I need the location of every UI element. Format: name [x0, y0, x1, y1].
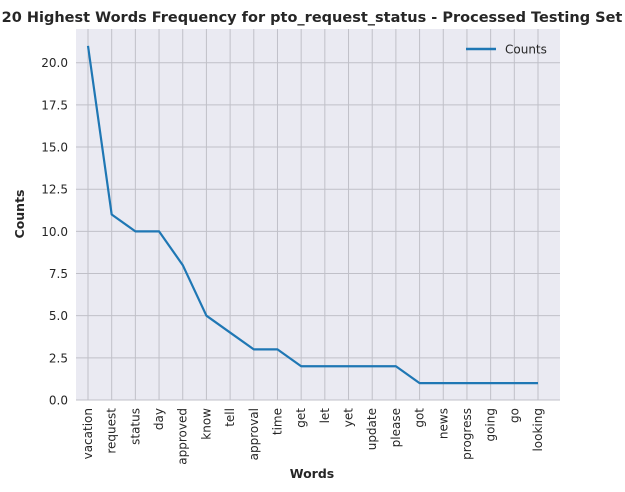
- y-tick-label: 10.0: [41, 225, 68, 239]
- series-line-counts: [86, 45, 538, 385]
- x-tick-label-news: news: [436, 408, 450, 439]
- x-axis-ticks: vacation request status day approved know tell…: [81, 408, 545, 465]
- legend: Counts: [466, 43, 547, 57]
- x-tick-label-day: day: [152, 408, 166, 430]
- x-tick-label-approved: approved: [176, 408, 190, 465]
- y-tick-label: 17.5: [41, 98, 68, 112]
- legend-label-counts: Counts: [505, 43, 547, 57]
- y-tick-label: 12.5: [41, 183, 68, 197]
- y-tick-label: 2.5: [49, 351, 68, 365]
- grid: [76, 29, 560, 401]
- y-tick-label: 0.0: [49, 394, 68, 408]
- x-tick-label-please: please: [389, 408, 403, 447]
- x-tick-label-let: let: [318, 408, 332, 424]
- x-axis-label: Words: [290, 466, 334, 481]
- y-tick-label: 5.0: [49, 309, 68, 323]
- x-tick-label-progress: progress: [460, 408, 474, 460]
- x-tick-label-yet: yet: [342, 408, 356, 427]
- plot-area: [76, 29, 560, 400]
- x-tick-label-time: time: [270, 408, 284, 435]
- x-tick-label-got: got: [413, 408, 427, 428]
- y-axis-ticks: 0.0 2.5 5.0 7.5 10.0 12.5 15.0 17.5 20.0: [41, 56, 68, 407]
- x-tick-label-tell: tell: [223, 408, 237, 427]
- x-tick-label-looking: looking: [531, 408, 545, 452]
- chart-title: 20 Highest Words Frequency for pto_reque…: [2, 10, 623, 26]
- y-axis-label: Counts: [12, 190, 27, 239]
- y-tick-label: 7.5: [49, 267, 68, 281]
- x-tick-label-going: going: [484, 408, 498, 442]
- x-tick-label-update: update: [365, 408, 379, 450]
- x-tick-label-vacation: vacation: [81, 408, 95, 459]
- series-layer: [86, 45, 539, 385]
- x-tick-label-request: request: [105, 408, 119, 454]
- x-tick-label-get: get: [294, 408, 308, 428]
- x-tick-label-approval: approval: [247, 408, 261, 460]
- y-tick-label: 20.0: [41, 56, 68, 70]
- x-tick-label-go: go: [507, 408, 521, 423]
- x-tick-label-status: status: [128, 408, 142, 445]
- x-tick-label-know: know: [199, 408, 213, 440]
- y-tick-label: 15.0: [41, 141, 68, 155]
